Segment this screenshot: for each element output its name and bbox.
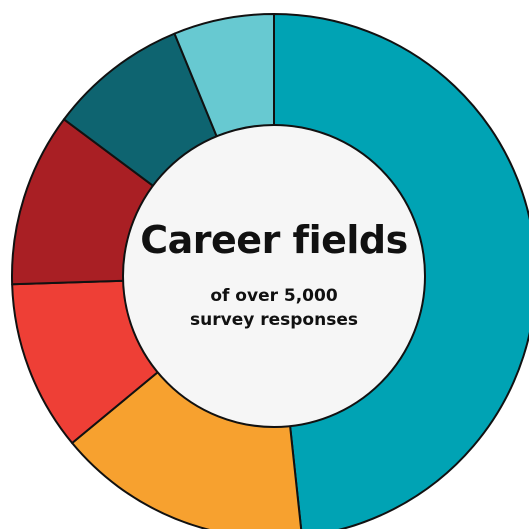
chart-subtitle-line-1: of over 5,000	[210, 286, 338, 306]
donut-hole	[122, 124, 426, 428]
chart-title: Career fields	[140, 218, 408, 262]
chart-subtitle-line-2: survey responses	[190, 310, 358, 330]
chart-subtitle: of over 5,000 survey responses	[0, 284, 529, 332]
